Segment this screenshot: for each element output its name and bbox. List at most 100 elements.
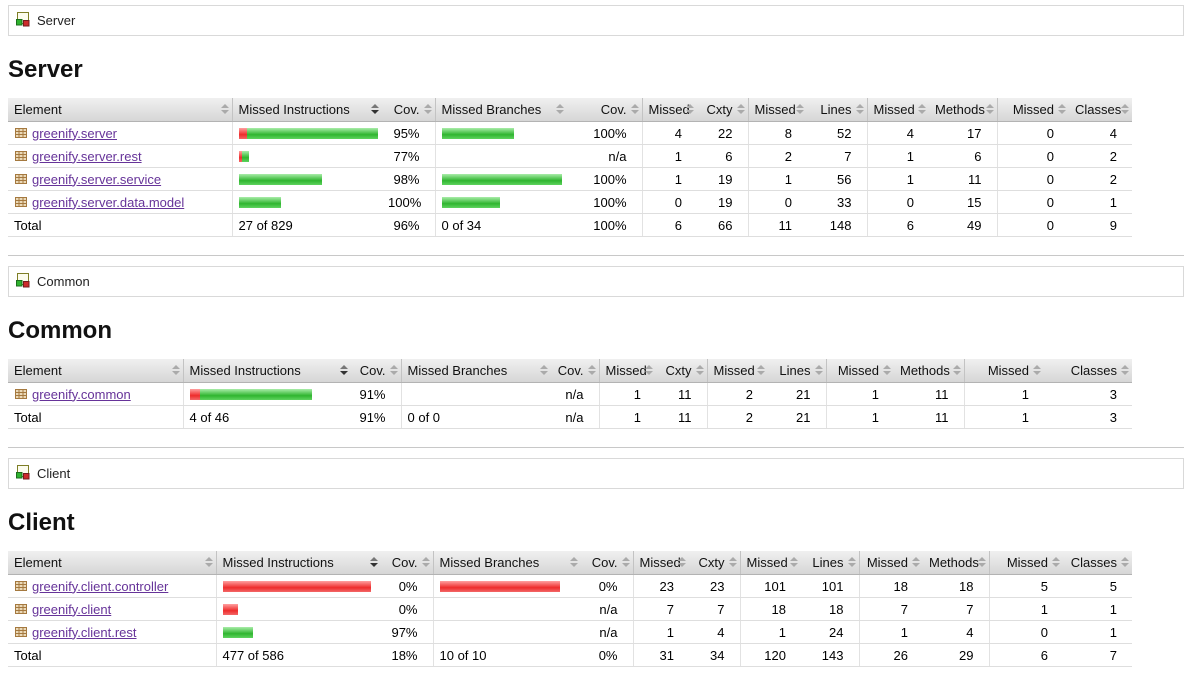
- missed-bar: [439, 581, 560, 592]
- metric-cell: 18: [923, 574, 989, 598]
- package-link[interactable]: greenify.client.controller: [32, 578, 169, 594]
- section-divider: [8, 255, 1184, 256]
- col-missed-lines[interactable]: Missed: [706, 359, 768, 383]
- package-link[interactable]: greenify.server.service: [32, 171, 162, 187]
- metric-cell: 0: [747, 190, 807, 214]
- col-instruction-coverage[interactable]: Cov.: [382, 98, 435, 122]
- branch-bar-cell: [432, 574, 581, 598]
- metric-cell: 19: [697, 190, 748, 214]
- col-cxty[interactable]: Cxty: [697, 98, 748, 122]
- col-missed-classes[interactable]: Missed: [996, 98, 1069, 122]
- sort-icon: [371, 103, 379, 114]
- header-row: Element Missed Instructions Cov. Missed …: [8, 551, 1132, 575]
- sort-icon: [728, 556, 737, 567]
- col-lines[interactable]: Lines: [768, 359, 826, 383]
- col-missed-instructions[interactable]: Missed Instructions: [215, 551, 381, 575]
- col-missed-methods[interactable]: Missed: [858, 551, 923, 575]
- instruction-bar-cell: [182, 382, 351, 406]
- sort-icon: [587, 364, 596, 375]
- sort-icon: [796, 103, 804, 114]
- package-link[interactable]: greenify.server.data.model: [32, 194, 185, 210]
- metric-cell: 17: [929, 121, 997, 145]
- package-link[interactable]: greenify.client.rest: [32, 624, 137, 640]
- col-branch-coverage[interactable]: Cov.: [551, 359, 599, 383]
- package-link[interactable]: greenify.server: [32, 125, 118, 141]
- col-missed-branches[interactable]: Missed Branches: [432, 551, 581, 575]
- col-missed-classes[interactable]: Missed: [988, 551, 1063, 575]
- metric-cell: 1: [1063, 620, 1132, 644]
- package-link[interactable]: greenify.server.rest: [32, 148, 142, 164]
- col-lines[interactable]: Lines: [801, 551, 859, 575]
- metric-cell: 2: [1069, 144, 1132, 168]
- metric-cell: 21: [768, 382, 826, 406]
- metric-cell: 8: [747, 121, 807, 145]
- col-methods[interactable]: Methods: [923, 551, 989, 575]
- col-instruction-coverage[interactable]: Cov.: [381, 551, 433, 575]
- metric-cell: 22: [697, 121, 748, 145]
- sort-icon: [621, 556, 630, 567]
- col-cxty[interactable]: Cxty: [656, 359, 707, 383]
- instruction-coverage-cell: 0%: [381, 597, 433, 621]
- metric-cell: 1: [988, 597, 1063, 621]
- metric-cell: 2: [706, 405, 768, 429]
- col-missed-branches[interactable]: Missed Branches: [434, 98, 567, 122]
- package-icon: [14, 126, 32, 141]
- sort-icon: [695, 364, 704, 375]
- package-icon: [14, 149, 32, 164]
- metric-cell: 1: [641, 167, 697, 191]
- branch-bar-cell: [432, 620, 581, 644]
- instruction-coverage-cell: 100%: [382, 190, 435, 214]
- col-lines[interactable]: Lines: [807, 98, 867, 122]
- col-missed-cxty[interactable]: Missed: [598, 359, 656, 383]
- metric-cell: 1: [632, 620, 689, 644]
- metric-cell: 0: [996, 144, 1069, 168]
- sort-icon: [686, 103, 694, 114]
- col-missed-classes[interactable]: Missed: [963, 359, 1044, 383]
- col-missed-methods[interactable]: Missed: [866, 98, 929, 122]
- metric-cell: 24: [801, 620, 859, 644]
- col-methods[interactable]: Methods: [929, 98, 997, 122]
- col-element[interactable]: Element: [8, 551, 216, 575]
- metric-cell: 4: [923, 620, 989, 644]
- col-missed-cxty[interactable]: Missed: [641, 98, 697, 122]
- col-instruction-coverage[interactable]: Cov.: [351, 359, 401, 383]
- col-missed-branches[interactable]: Missed Branches: [400, 359, 551, 383]
- branch-bar-cell: [434, 144, 567, 168]
- col-classes[interactable]: Classes: [1069, 98, 1132, 122]
- metric-cell: 7: [689, 597, 740, 621]
- sort-icon: [814, 364, 823, 375]
- package-icon: [14, 387, 32, 402]
- col-element[interactable]: Element: [8, 359, 183, 383]
- instruction-coverage-cell: 77%: [382, 144, 435, 168]
- col-missed-cxty[interactable]: Missed: [632, 551, 689, 575]
- col-missed-instructions[interactable]: Missed Instructions: [231, 98, 382, 122]
- col-classes[interactable]: Classes: [1044, 359, 1132, 383]
- metric-cell: 1: [641, 144, 697, 168]
- col-cxty[interactable]: Cxty: [689, 551, 740, 575]
- metric-cell: 18: [858, 574, 923, 598]
- col-missed-instructions[interactable]: Missed Instructions: [182, 359, 351, 383]
- sort-icon: [918, 103, 926, 114]
- col-missed-lines[interactable]: Missed: [739, 551, 801, 575]
- col-missed-methods[interactable]: Missed: [825, 359, 894, 383]
- sort-icon: [790, 556, 798, 567]
- sort-icon: [645, 364, 653, 375]
- total-branches: 0 of 0: [400, 405, 551, 429]
- metric-cell: 0: [996, 121, 1069, 145]
- col-classes[interactable]: Classes: [1063, 551, 1132, 575]
- sort-icon: [847, 556, 856, 567]
- col-branch-coverage[interactable]: Cov.: [567, 98, 642, 122]
- col-element[interactable]: Element: [8, 98, 232, 122]
- package-link[interactable]: greenify.client: [32, 601, 112, 617]
- metric-cell: 1: [598, 405, 656, 429]
- sort-icon: [421, 556, 430, 567]
- metric-cell: 2: [1069, 167, 1132, 191]
- col-missed-lines[interactable]: Missed: [747, 98, 807, 122]
- metric-cell: 9: [1069, 213, 1132, 237]
- col-methods[interactable]: Methods: [894, 359, 964, 383]
- sort-icon: [1052, 556, 1060, 567]
- package-link[interactable]: greenify.common: [32, 386, 131, 402]
- metric-cell: 26: [858, 643, 923, 667]
- metric-cell: 3: [1044, 405, 1132, 429]
- col-branch-coverage[interactable]: Cov.: [581, 551, 633, 575]
